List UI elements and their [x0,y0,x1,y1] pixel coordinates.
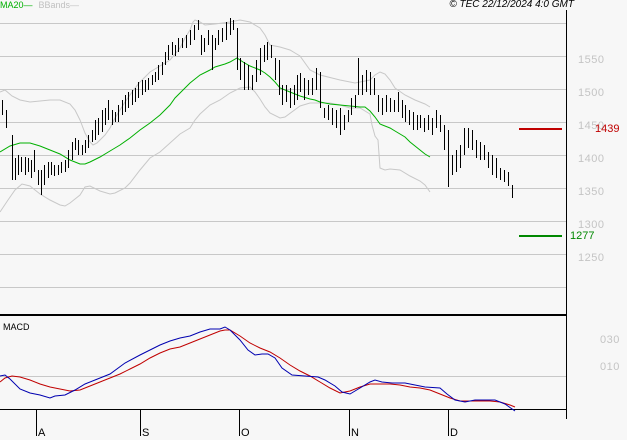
price-gridlines [0,23,566,288]
y-tick-1500: 1500 [578,87,605,99]
ma20-line [0,57,431,165]
bbands-lower [0,86,431,213]
x-label-nov: N [351,427,359,439]
copyright-timestamp: © TEC 22/12/2024 4:0 GMT [449,0,574,10]
macd-signal-line [0,329,516,408]
y-tick-1400: 1400 [578,153,605,165]
macd-tick-030: 030 [600,334,620,346]
ohlc-bars [2,18,513,198]
legend-ma20: MA20— [0,0,33,10]
resistance-level-label: 1439 [595,123,620,135]
y-tick-1250: 1250 [578,252,605,264]
x-label-sep: S [142,427,150,439]
y-tick-1350: 1350 [578,186,605,198]
x-label-oct: O [241,427,250,439]
y-tick-1550: 1550 [578,54,605,66]
legend-bbands: BBands— [38,0,80,10]
y-tick-1300: 1300 [578,219,605,231]
macd-panel-title: MACD [3,322,30,332]
chart-legend: MA20— BBands— [0,0,79,11]
x-label-dec: D [450,427,458,439]
support-level-label: 1277 [570,230,595,242]
y-tick-1450: 1450 [578,120,605,132]
x-axis-ticks [36,409,449,436]
macd-line [0,326,516,412]
x-label-aug: A [38,427,46,439]
macd-tick-010: 010 [600,361,620,373]
